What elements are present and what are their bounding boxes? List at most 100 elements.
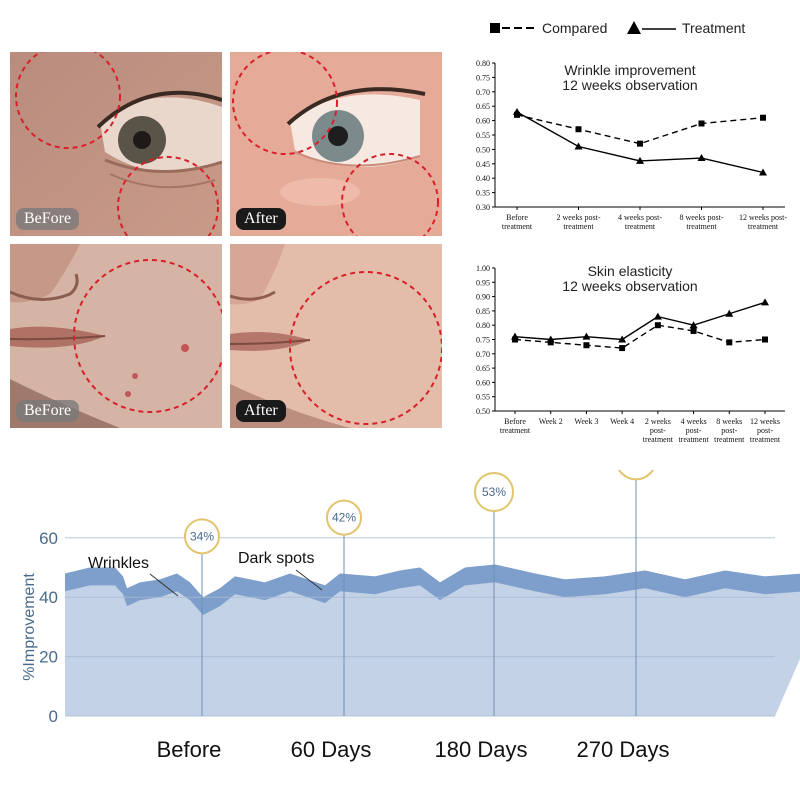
elasticity-chart-title-block: Skin elasticity 12 weeks observation (515, 264, 745, 294)
before-label: BeFore (16, 208, 80, 230)
value-bubble (184, 518, 220, 555)
photo-before-cheek: BeFore (10, 244, 222, 428)
x-tick-label: Week 2 (539, 417, 563, 426)
series-line (514, 301, 766, 341)
value-bubble (474, 471, 514, 512)
y-tick-label: 0.80 (476, 59, 490, 68)
solid-triangle-marker-icon (627, 21, 676, 34)
x-tick-label: 2 weeks (645, 417, 671, 426)
x-tick-label: post- (686, 426, 702, 435)
chart-title: Wrinkle improvement (564, 62, 696, 78)
data-point (575, 126, 582, 133)
data-point (690, 327, 697, 334)
data-point (511, 332, 519, 340)
x-tick-label: 8 weeks (716, 417, 742, 426)
y-tick-label: 0.90 (476, 293, 490, 302)
x-tick-label: Week 3 (574, 417, 598, 426)
value-label: 42% (332, 511, 356, 525)
legend-treatment: Treatment (626, 20, 745, 36)
y-tick-label: 0.45 (476, 160, 490, 169)
legend-compared-label: Compared (542, 20, 608, 36)
photo-after-eye-image (230, 52, 442, 236)
x-tick-label: 2 weeks post- (557, 213, 601, 222)
y-tick-label: 0.70 (476, 350, 490, 359)
y-tick-label: 0.85 (476, 307, 490, 316)
value-label: 34% (190, 529, 214, 543)
y-tick-label: 0.35 (476, 189, 490, 198)
y-tick-label: 0.95 (476, 278, 490, 287)
x-tick-label: treatment (714, 435, 745, 444)
chart-subtitle: 12 weeks observation (562, 278, 698, 294)
improvement-area (65, 564, 800, 716)
y-tick-label: 0.50 (476, 145, 490, 154)
x-tick-label: post- (650, 426, 666, 435)
y-tick-label: 40 (39, 588, 58, 607)
improvement-chart-plot: 0 20 40 60 %Improvement 34% Before 42% 60 Days 53… (21, 438, 800, 762)
x-tick-label: Before (157, 737, 222, 762)
y-tick-label: 0.70 (476, 88, 490, 97)
data-point (759, 168, 767, 176)
highlight-circle (341, 153, 439, 236)
improvement-chart: 0 20 40 60 %Improvement 34% Before 42% 60 Days 53… (0, 438, 800, 800)
x-tick-label: 12 weeks (750, 417, 780, 426)
data-point (636, 156, 644, 164)
x-tick-label: treatment (643, 435, 674, 444)
series-line (514, 324, 766, 349)
data-point (574, 142, 583, 150)
data-point (698, 120, 705, 127)
y-tick-label: 0.55 (476, 131, 490, 140)
data-point (726, 339, 733, 346)
elasticity-chart-plot: 1.00 0.95 0.90 0.85 0.80 0.75 0.70 0.65 0.60 0.55… (476, 264, 785, 444)
x-tick-label: treatment (678, 435, 709, 444)
series-line (516, 114, 764, 145)
data-point (583, 342, 590, 349)
y-tick-label: 0 (49, 707, 58, 726)
data-point (761, 298, 769, 306)
photo-after-cheek: After (230, 244, 442, 428)
photo-before-eye-image (10, 52, 222, 236)
y-tick-label: 0.50 (476, 407, 490, 416)
y-axis-label: %Improvement (21, 573, 38, 681)
wrinkle-chart-title-block: Wrinkle improvement 12 weeks observation (515, 63, 745, 93)
data-point (619, 345, 626, 352)
y-tick-label: 20 (39, 648, 58, 667)
improvement-band (65, 564, 800, 616)
chart-title: Skin elasticity (587, 263, 673, 279)
annotation-dark-spots: Dark spots (238, 550, 314, 567)
highlight-circle (15, 52, 121, 149)
x-tick-label: 60 Days (291, 737, 372, 762)
x-tick-label: treatment (686, 222, 717, 231)
after-label: After (236, 400, 286, 422)
x-tick-label: treatment (502, 222, 533, 231)
data-point (513, 107, 521, 115)
photo-before-eye: BeFore (10, 52, 222, 236)
wrinkle-chart: Wrinkle improvement 12 weeks observation… (465, 55, 795, 240)
x-tick-label: 270 Days (577, 737, 670, 762)
y-tick-label: 60 (39, 529, 58, 548)
x-tick-label: 12 weeks post- (739, 213, 787, 222)
photo-before-cheek-image (10, 244, 222, 428)
data-point (760, 114, 766, 121)
before-label: BeFore (16, 400, 80, 422)
x-tick-label: 180 Days (435, 737, 528, 762)
y-tick-label: 0.80 (476, 321, 490, 330)
data-point (654, 322, 661, 329)
chart-subtitle: 12 weeks observation (562, 77, 698, 93)
data-point (618, 335, 627, 343)
legend-compared: Compared (490, 20, 607, 36)
photo-after-cheek-image (230, 244, 442, 428)
annotation-pointer (149, 573, 179, 597)
x-tick-label: 8 weeks post- (680, 213, 724, 222)
value-bubble (615, 438, 657, 481)
annotation-wrinkles: Wrinkles (88, 555, 149, 572)
wrinkle-chart-plot: 0.80 0.75 0.70 0.65 0.60 0.55 0.50 0.45 0.40 0.35… (476, 59, 787, 231)
x-tick-label: 4 weeks (681, 417, 707, 426)
highlight-circle (232, 52, 338, 155)
y-tick-label: 0.60 (476, 378, 490, 387)
highlight-circle (289, 271, 442, 425)
data-point (637, 140, 643, 147)
x-tick-label: 4 weeks post- (618, 213, 662, 222)
chart-legend: Compared Treatment (490, 16, 790, 42)
x-tick-label: treatment (500, 426, 531, 435)
annotation-pointer (295, 569, 323, 591)
